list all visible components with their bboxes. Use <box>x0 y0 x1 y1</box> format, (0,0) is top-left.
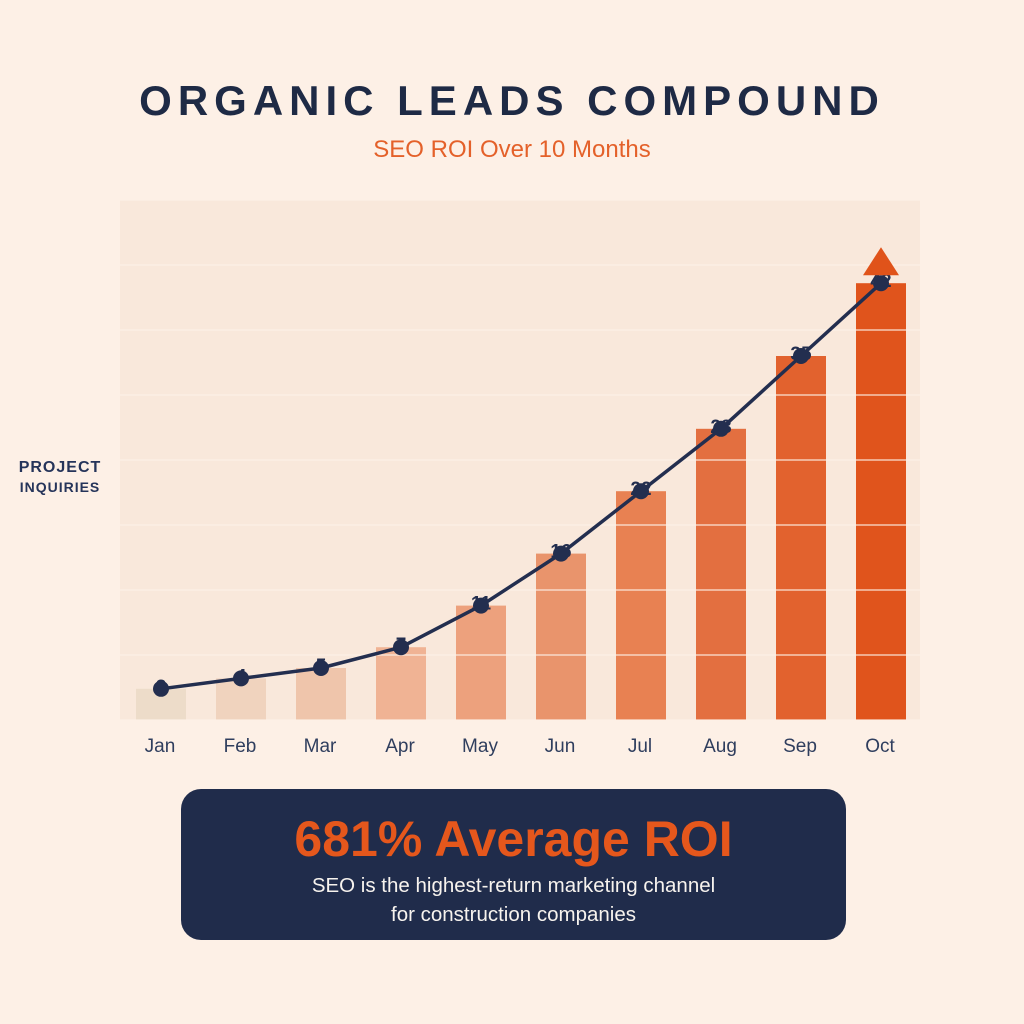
line-series <box>159 281 883 691</box>
bar-jun <box>536 553 586 720</box>
x-axis-label-jul: Jul <box>627 736 653 757</box>
data-point-dot <box>713 420 729 437</box>
data-point-dot <box>633 483 649 500</box>
x-axis-label-may: May <box>462 736 498 757</box>
growth-arrow-icon <box>863 247 899 276</box>
x-axis-label-jan: Jan <box>144 736 176 757</box>
bar-oct <box>856 283 906 720</box>
data-point-dot <box>233 670 249 687</box>
bar-aug <box>696 428 746 720</box>
y-axis-label: PROJECT INQUIRIES <box>8 458 112 496</box>
chart-plot-area: 3457111622283542 <box>120 200 920 720</box>
page-title: ORGANIC LEADS COMPOUND <box>139 77 885 124</box>
y-axis-label-line1: PROJECT <box>18 459 102 476</box>
bar-jul <box>616 491 666 720</box>
x-axis-label-apr: Apr <box>385 736 415 757</box>
x-axis-label-oct: Oct <box>865 736 895 757</box>
x-axis-label-jun: Jun <box>544 736 576 757</box>
data-point-dot <box>393 639 409 656</box>
x-axis-label-aug: Aug <box>703 736 737 757</box>
data-point-dot <box>873 275 889 292</box>
x-axis-label-sep: Sep <box>783 736 817 757</box>
chart-svg: 3457111622283542 <box>120 200 920 720</box>
data-point-dot <box>793 348 809 364</box>
bar-may <box>456 605 506 720</box>
bar-apr <box>376 647 426 720</box>
data-point-dot <box>153 680 169 697</box>
roi-headline: 681% Average ROI <box>294 811 733 867</box>
x-axis-label-feb: Feb <box>223 736 257 757</box>
page-subtitle: SEO ROI Over 10 Months <box>373 136 651 163</box>
roi-subtext-line1: SEO is the highest-return marketing chan… <box>311 874 716 897</box>
data-point-dot <box>553 545 569 562</box>
roi-subtext-line2: for construction companies <box>391 903 636 926</box>
bar-sep <box>776 356 826 720</box>
data-point-dot <box>313 660 329 676</box>
data-point-dot <box>473 597 489 614</box>
roi-callout-card: 681% Average ROI SEO is the highest-retu… <box>181 789 846 940</box>
x-axis: Jan Feb Mar Apr May Jun Jul Aug Sep Oct <box>120 736 920 758</box>
bar-mar <box>296 668 346 720</box>
y-axis-label-line2: INQUIRIES <box>19 479 101 495</box>
x-axis-label-mar: Mar <box>303 736 337 757</box>
